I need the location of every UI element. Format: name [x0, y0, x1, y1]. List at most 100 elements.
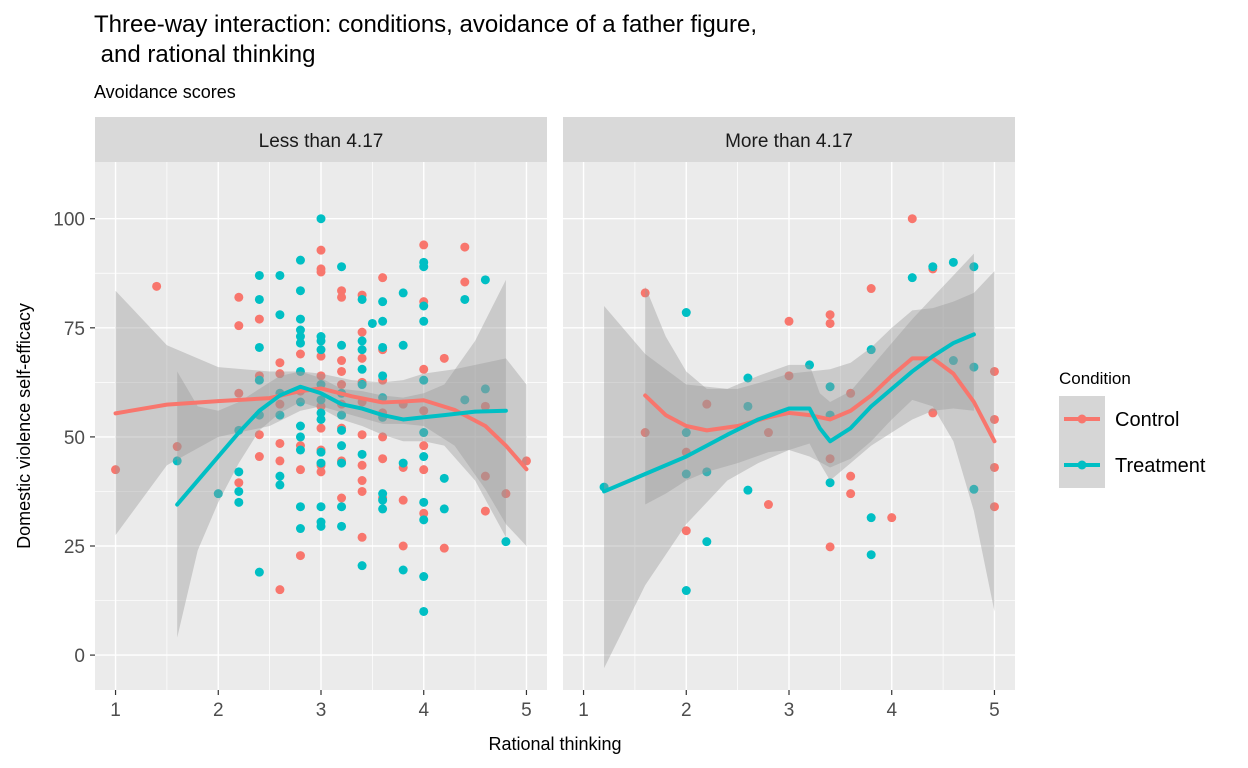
data-point	[234, 467, 244, 477]
data-point	[887, 513, 897, 523]
data-point	[460, 242, 470, 252]
data-point	[275, 369, 285, 379]
data-point	[419, 316, 429, 326]
data-point	[501, 537, 511, 547]
data-point	[460, 294, 470, 304]
data-point	[295, 338, 305, 348]
data-point	[295, 502, 305, 512]
x-tick-label: 4	[418, 700, 429, 721]
data-point	[234, 388, 244, 398]
data-point	[419, 375, 429, 385]
data-point	[480, 384, 490, 394]
data-point	[784, 371, 794, 381]
data-point	[172, 456, 182, 466]
y-tick-label: 75	[64, 319, 85, 340]
data-point	[866, 513, 876, 523]
data-point	[357, 345, 367, 355]
data-point	[825, 382, 835, 392]
data-point	[419, 301, 429, 311]
data-point	[419, 364, 429, 374]
data-point	[398, 288, 408, 298]
data-point	[866, 284, 876, 294]
data-point	[681, 586, 691, 596]
x-tick-label: 5	[989, 700, 1000, 721]
data-point	[378, 273, 388, 283]
data-point	[439, 353, 449, 363]
y-axis-title: Domestic violence self-efficacy	[14, 303, 34, 549]
data-point	[337, 292, 347, 302]
smooth-line	[643, 356, 997, 444]
data-point	[419, 441, 429, 451]
data-point	[316, 351, 326, 361]
data-point	[316, 458, 326, 468]
data-point	[480, 401, 490, 411]
x-tick-label: 1	[110, 700, 121, 721]
y-tick-label: 25	[64, 537, 85, 558]
legend-keys: Control Treatment	[1059, 396, 1206, 488]
data-point	[419, 240, 429, 250]
data-point	[640, 428, 650, 438]
data-point	[702, 467, 712, 477]
data-point	[419, 572, 429, 582]
data-point	[316, 423, 326, 433]
data-point	[316, 408, 326, 418]
x-tick-label: 5	[521, 700, 532, 721]
data-point	[357, 353, 367, 363]
data-point	[928, 408, 938, 418]
data-point	[378, 432, 388, 442]
smooth-line	[602, 332, 976, 494]
data-point	[419, 465, 429, 475]
data-point	[419, 452, 429, 462]
y-tick-label: 100	[53, 210, 85, 231]
chart-title-line-2: and rational thinking	[94, 41, 315, 68]
data-point	[378, 489, 388, 499]
x-tick-label: 2	[213, 700, 224, 721]
data-point	[439, 543, 449, 553]
data-point	[378, 316, 388, 326]
data-point	[439, 473, 449, 483]
y-axis: 0 25 50 75 100	[53, 210, 95, 667]
data-point	[316, 395, 326, 405]
data-point	[316, 371, 326, 381]
data-point	[989, 414, 999, 424]
data-point	[419, 406, 429, 416]
data-point	[254, 430, 264, 440]
chart-subtitle: Avoidance scores	[94, 82, 236, 102]
data-point	[337, 441, 347, 451]
data-point	[866, 550, 876, 560]
data-point	[295, 524, 305, 534]
data-point	[295, 286, 305, 296]
data-point	[825, 542, 835, 552]
data-point	[846, 489, 856, 499]
data-point	[316, 336, 326, 346]
data-point	[357, 460, 367, 470]
data-point	[784, 316, 794, 326]
facet-strip	[563, 117, 1015, 162]
data-point	[295, 255, 305, 265]
data-point	[357, 561, 367, 571]
data-point	[275, 438, 285, 448]
x-tick-label: 2	[681, 700, 692, 721]
data-point	[275, 310, 285, 320]
data-point	[295, 421, 305, 431]
data-point	[846, 471, 856, 481]
data-point	[337, 380, 347, 390]
legend-label: Treatment	[1115, 455, 1206, 477]
legend-key-point	[1077, 414, 1087, 424]
data-point	[480, 471, 490, 481]
x-tick-label: 1	[578, 700, 589, 721]
data-point	[480, 506, 490, 516]
data-point	[357, 327, 367, 337]
data-point	[254, 452, 264, 462]
data-point	[337, 410, 347, 420]
x-tick-label: 4	[886, 700, 897, 721]
data-point	[234, 478, 244, 488]
facet-panels: Less than 4.17 1 2 3 4 5 More than 4.17 1 2 3 4 5	[95, 117, 1015, 721]
data-point	[316, 214, 326, 224]
data-point	[275, 585, 285, 595]
confidence-band	[604, 253, 974, 669]
data-point	[398, 340, 408, 350]
data-point	[234, 321, 244, 331]
data-point	[681, 308, 691, 318]
data-point	[254, 294, 264, 304]
